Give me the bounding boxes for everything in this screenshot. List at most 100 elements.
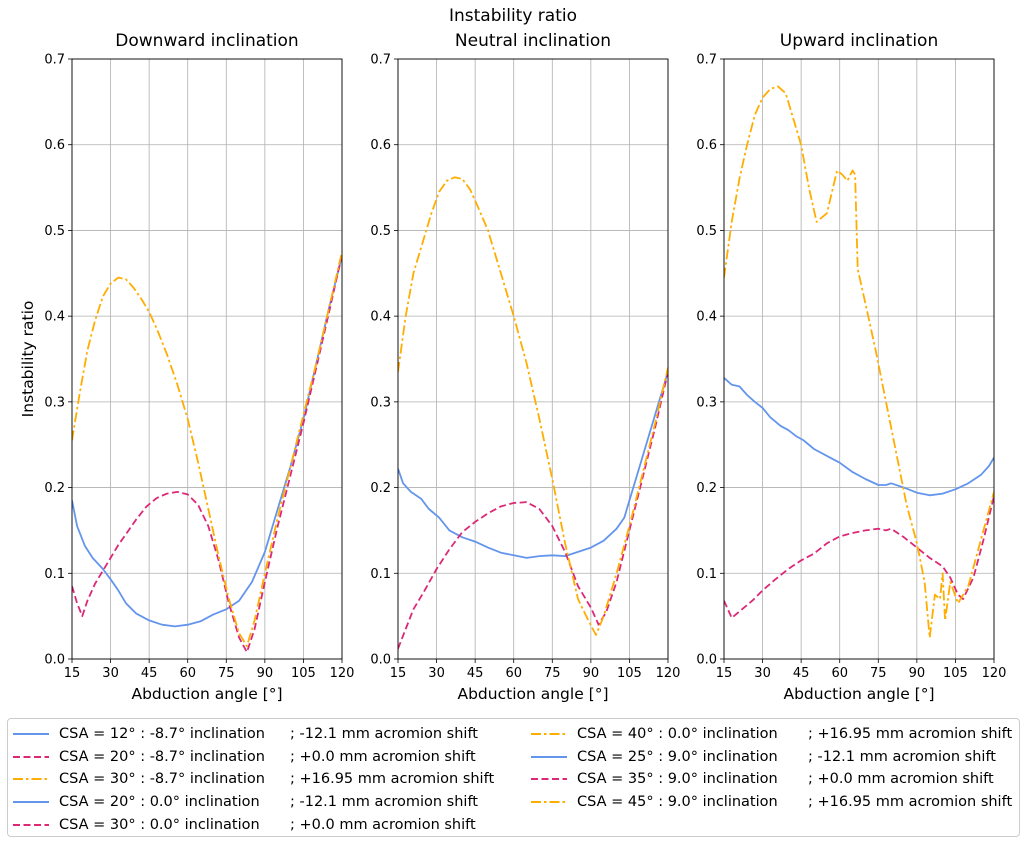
y-tick-label: 0.7 [44,53,65,68]
legend-column-1: CSA = 12° : -8.7° inclination ; -12.1 mm … [8,723,494,836]
series-line-2 [398,371,668,650]
legend-label: CSA = 45° : 9.0° inclination [577,794,778,811]
legend-shift-label: ; -12.1 mm acromion shift [290,794,478,811]
x-tick-label: 15 [390,666,407,681]
legend-entry: CSA = 20° : 0.0° inclination ; -12.1 mm a… [8,791,494,814]
legend-shift-label: ; +16.95 mm acromion shift [808,794,1013,811]
x-tick-label: 45 [141,666,158,681]
y-tick-label: 0.1 [370,567,391,582]
axes-frame [397,58,669,660]
y-tick-label: 0.6 [370,138,391,153]
legend-label: CSA = 20° : 0.0° inclination [59,794,260,811]
y-tick-label: 0.6 [696,138,717,153]
legend: CSA = 12° : -8.7° inclination ; -12.1 mm … [7,718,1020,837]
legend-entry: CSA = 35° : 9.0° inclination ; +0.0 mm ac… [526,768,1012,791]
subplot-1: 15 30 45 60 75 90 105 120 0.0 0.1 0.2 0.3 0.4 0.5 0.6 0… [19,31,354,703]
legend-shift-label: ; -12.1 mm acromion shift [290,726,478,743]
x-tick-label: 75 [544,666,561,681]
legend-shift-label: ; +0.0 mm acromion shift [290,816,476,833]
axes-frame [71,58,343,660]
series-line-1 [72,255,342,628]
legend-label: CSA = 30° : -8.7° inclination [59,771,265,788]
legend-label: CSA = 35° : 9.0° inclination [577,771,778,788]
legend-entry: CSA = 20° : -8.7° inclination ; +0.0 mm a… [8,746,494,769]
axes-frame [723,58,995,660]
series-line-1 [398,371,668,559]
y-tick-label: 0.0 [696,653,717,668]
series-line-2 [724,495,994,619]
x-tick-label: 120 [982,666,1007,681]
x-tick-label: 120 [656,666,681,681]
y-tick-label: 0.1 [696,567,717,582]
legend-swatch [531,755,567,758]
chart-canvas: Instability ratio 15 30 45 60 75 90 105 120 0.0 0.… [19,6,1006,703]
legend-label: CSA = 25° : 9.0° inclination [577,748,778,765]
x-tick-label: 60 [831,666,848,681]
legend-swatch [531,733,567,736]
x-tick-label: 75 [870,666,887,681]
y-tick-label: 0.2 [696,481,717,496]
x-tick-label: 30 [102,666,119,681]
legend-swatch [13,755,49,758]
series-line-2 [72,254,342,653]
subplot-3: 15 30 45 60 75 90 105 120 0.0 0.1 0.2 0.3 0.4 0.5 0.6 0… [696,31,1006,703]
figure: Instability ratio 15 30 45 60 75 90 105 120 0.0 0.… [19,6,1006,703]
x-tick-label: 105 [617,666,642,681]
y-tick-label: 0.1 [44,567,65,582]
x-tick-label: 90 [257,666,274,681]
y-tick-label: 0.5 [44,224,65,239]
subplot-title: Neutral inclination [455,31,611,51]
legend-entry: CSA = 30° : -8.7° inclination ; +16.95 mm… [8,768,494,791]
legend-swatch [13,823,49,826]
x-tick-label: 45 [793,666,810,681]
x-axis-label: Abduction angle [°] [457,685,608,703]
legend-entry: CSA = 25° : 9.0° inclination ; -12.1 mm a… [526,746,1012,769]
x-tick-label: 30 [428,666,445,681]
y-tick-label: 0.7 [696,53,717,68]
y-axis-label: Instability ratio [19,301,37,418]
y-tick-label: 0.3 [696,395,717,410]
x-axis-label: Abduction angle [°] [131,685,282,703]
x-tick-label: 15 [64,666,81,681]
y-tick-label: 0.4 [696,310,717,325]
y-tick-label: 0.2 [370,481,391,496]
y-tick-label: 0.2 [44,481,65,496]
y-tick-label: 0.6 [44,138,65,153]
legend-label: CSA = 40° : 0.0° inclination [577,726,778,743]
legend-shift-label: ; +16.95 mm acromion shift [808,726,1013,743]
legend-shift-label: ; +16.95 mm acromion shift [290,771,495,788]
series-line-3 [398,176,668,636]
x-tick-label: 15 [716,666,733,681]
legend-label: CSA = 30° : 0.0° inclination [59,816,260,833]
x-tick-label: 60 [505,666,522,681]
legend-label: CSA = 20° : -8.7° inclination [59,748,265,765]
x-tick-label: 105 [291,666,316,681]
legend-entry: CSA = 30° : 0.0° inclination ; +0.0 mm ac… [8,813,494,836]
y-tick-label: 0.4 [44,310,65,325]
y-tick-label: 0.4 [370,310,391,325]
x-tick-label: 75 [218,666,235,681]
legend-swatch [13,778,49,781]
x-tick-label: 60 [179,666,196,681]
x-tick-label: 45 [467,666,484,681]
x-tick-label: 90 [583,666,600,681]
subplot-title: Downward inclination [115,31,298,51]
series-line-1 [724,377,994,497]
y-tick-label: 0.3 [44,395,65,410]
legend-entry: CSA = 40° : 0.0° inclination ; +16.95 mm … [526,723,1012,746]
legend-swatch [13,733,49,736]
series-line-3 [72,251,342,647]
legend-swatch [531,801,567,804]
legend-shift-label: ; +0.0 mm acromion shift [808,771,994,788]
legend-entry: CSA = 45° : 9.0° inclination ; +16.95 mm … [526,791,1012,814]
y-tick-label: 0.3 [370,395,391,410]
subplot-title: Upward inclination [780,31,939,51]
series-line-3 [724,85,994,639]
legend-label: CSA = 12° : -8.7° inclination [59,726,265,743]
legend-swatch [531,778,567,781]
legend-swatch [13,801,49,804]
x-tick-label: 90 [909,666,926,681]
legend-shift-label: ; +0.0 mm acromion shift [290,748,476,765]
y-tick-label: 0.5 [370,224,391,239]
x-tick-label: 30 [754,666,771,681]
